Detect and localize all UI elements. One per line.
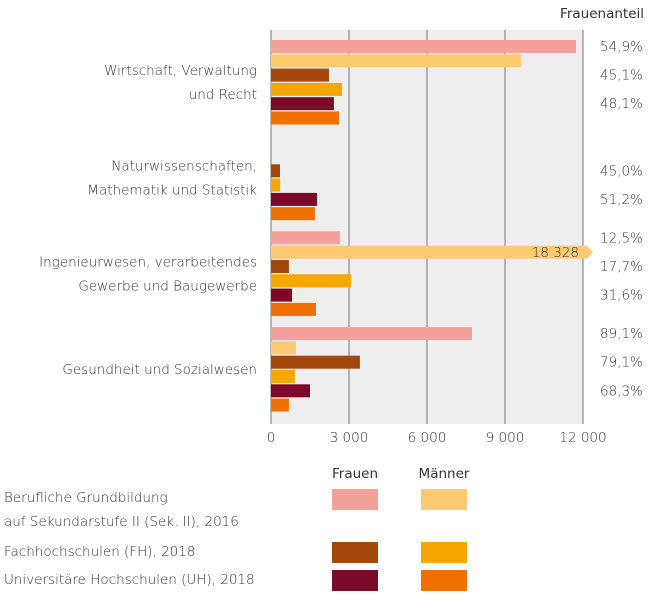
- legend-column: Frauen: [332, 466, 378, 482]
- bar: [271, 260, 289, 273]
- legend-swatch: [332, 570, 378, 591]
- bar: [271, 341, 296, 355]
- bar: [271, 207, 315, 221]
- bar: [271, 288, 293, 302]
- share-label: 68,3%: [600, 383, 643, 399]
- bar: [271, 164, 280, 178]
- bar: [271, 178, 281, 192]
- x-tick-label: 3 000: [330, 430, 369, 446]
- legend-swatch: [421, 542, 467, 563]
- legend-swatch: [421, 570, 467, 591]
- data-label: 18 328: [532, 245, 579, 261]
- share-label: 51,2%: [600, 192, 643, 208]
- bar: [271, 370, 295, 383]
- legend-row-label: Universitäre Hochschulen (UH), 2018: [4, 572, 255, 588]
- bar: [271, 274, 352, 288]
- share-label: 79,1%: [600, 355, 643, 371]
- x-tick-label: 0: [267, 430, 276, 446]
- legend-row-label: Berufliche Grundbildung auf Sekundarstufe…: [4, 490, 239, 530]
- category-label: Ingenieurwesen, verarbeitendes Gewerbe un…: [39, 254, 257, 294]
- legend-swatch: [421, 489, 467, 510]
- bar: [271, 68, 329, 82]
- bar: [271, 398, 289, 412]
- bar: [271, 384, 310, 398]
- category-label: Gesundheit und Sozialwesen: [62, 362, 257, 378]
- bar: [271, 245, 587, 259]
- shares-title: Frauenanteil: [560, 6, 644, 22]
- share-label: 31,6%: [600, 288, 643, 304]
- bar-overflow-arrow: [587, 245, 593, 259]
- share-label: 17,7%: [600, 259, 643, 275]
- category-label: Naturwissenschaften, Mathematik und Stati…: [87, 159, 257, 199]
- x-tick-label: 12 000: [559, 430, 606, 446]
- bar: [271, 231, 340, 245]
- x-tick-label: 6 000: [408, 430, 447, 446]
- legend-column: Männer: [419, 466, 470, 482]
- share-label: 45,1%: [600, 68, 643, 84]
- legend-row-label: Fachhochschulen (FH), 2018: [4, 544, 195, 560]
- share-label: 54,9%: [600, 39, 643, 55]
- bar: [271, 327, 472, 341]
- bar: [271, 111, 339, 125]
- x-tick-label: 9 000: [486, 430, 525, 446]
- bar: [271, 54, 521, 68]
- bar: [271, 40, 576, 53]
- share-label: 89,1%: [600, 326, 643, 342]
- bar: [271, 302, 316, 316]
- share-label: 45,0%: [600, 163, 643, 179]
- share-label: 12,5%: [600, 230, 643, 246]
- bar: [271, 192, 318, 206]
- bar: [271, 97, 334, 111]
- category-label: Wirtschaft, Verwaltung und Recht: [104, 63, 257, 103]
- share-label: 48,1%: [600, 96, 643, 112]
- legend-swatch: [332, 542, 378, 563]
- bar: [271, 355, 360, 369]
- bar: [271, 82, 342, 96]
- legend-swatch: [332, 489, 378, 510]
